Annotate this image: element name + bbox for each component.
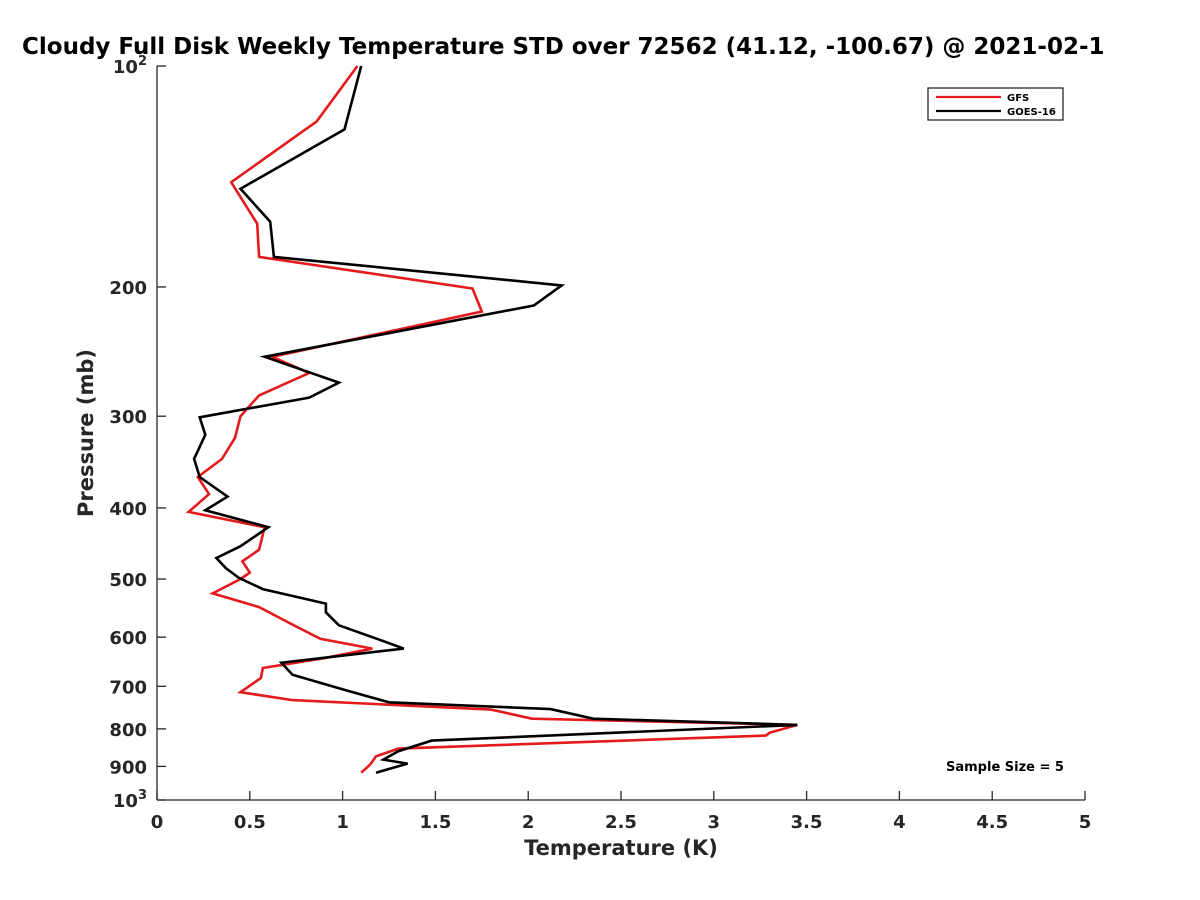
y-tick-label: 600 [109, 628, 147, 649]
chart-title: Cloudy Full Disk Weekly Temperature STD … [22, 34, 1105, 60]
series-layer [185, 65, 798, 774]
y-tick-label: 800 [109, 720, 147, 741]
plot-area: 0 0.5 1 1.5 2 2.5 3 3.5 4 4.5 5 102 200 300 400 500 600… [109, 54, 1091, 833]
x-tick-label: 0.5 [234, 812, 266, 833]
y-tick-label: 102 [113, 54, 147, 78]
x-tick-label: 3.5 [791, 812, 823, 833]
y-tick-label: 500 [109, 570, 147, 591]
x-tick-label: 2 [522, 812, 535, 833]
plot-background [157, 66, 1085, 799]
y-axis-ticks: 102 200 300 400 500 600 700 800 900 103 [109, 54, 166, 812]
y-tick-label: 700 [109, 677, 147, 698]
x-tick-label: 5 [1079, 812, 1092, 833]
x-tick-label: 1 [336, 812, 349, 833]
x-tick-label: 4 [893, 812, 906, 833]
x-tick-label: 2.5 [605, 812, 637, 833]
y-tick-label: 300 [109, 407, 147, 428]
x-tick-label: 1.5 [419, 812, 451, 833]
legend-box [927, 87, 1064, 121]
legend-label-gfs: GFS [1007, 93, 1029, 104]
series-line-goes16 [192, 65, 798, 774]
y-tick-label: 400 [109, 499, 147, 520]
x-tick-label: 3 [708, 812, 721, 833]
y-axis-label: Pressure (mb) [74, 349, 98, 517]
legend-label-goes16: GOES-16 [1007, 107, 1056, 118]
x-tick-label: 0 [151, 812, 164, 833]
x-axis-ticks: 0 0.5 1 1.5 2 2.5 3 3.5 4 4.5 5 [151, 791, 1092, 833]
legend: GFS GOES-16 [927, 87, 1064, 121]
y-tick-label: 200 [109, 278, 147, 299]
y-tick-label: 103 [113, 788, 147, 812]
sample-size-annotation: Sample Size = 5 [946, 760, 1064, 775]
x-axis-label: Temperature (K) [524, 836, 718, 860]
y-tick-label: 900 [109, 757, 147, 778]
x-tick-label: 4.5 [976, 812, 1008, 833]
